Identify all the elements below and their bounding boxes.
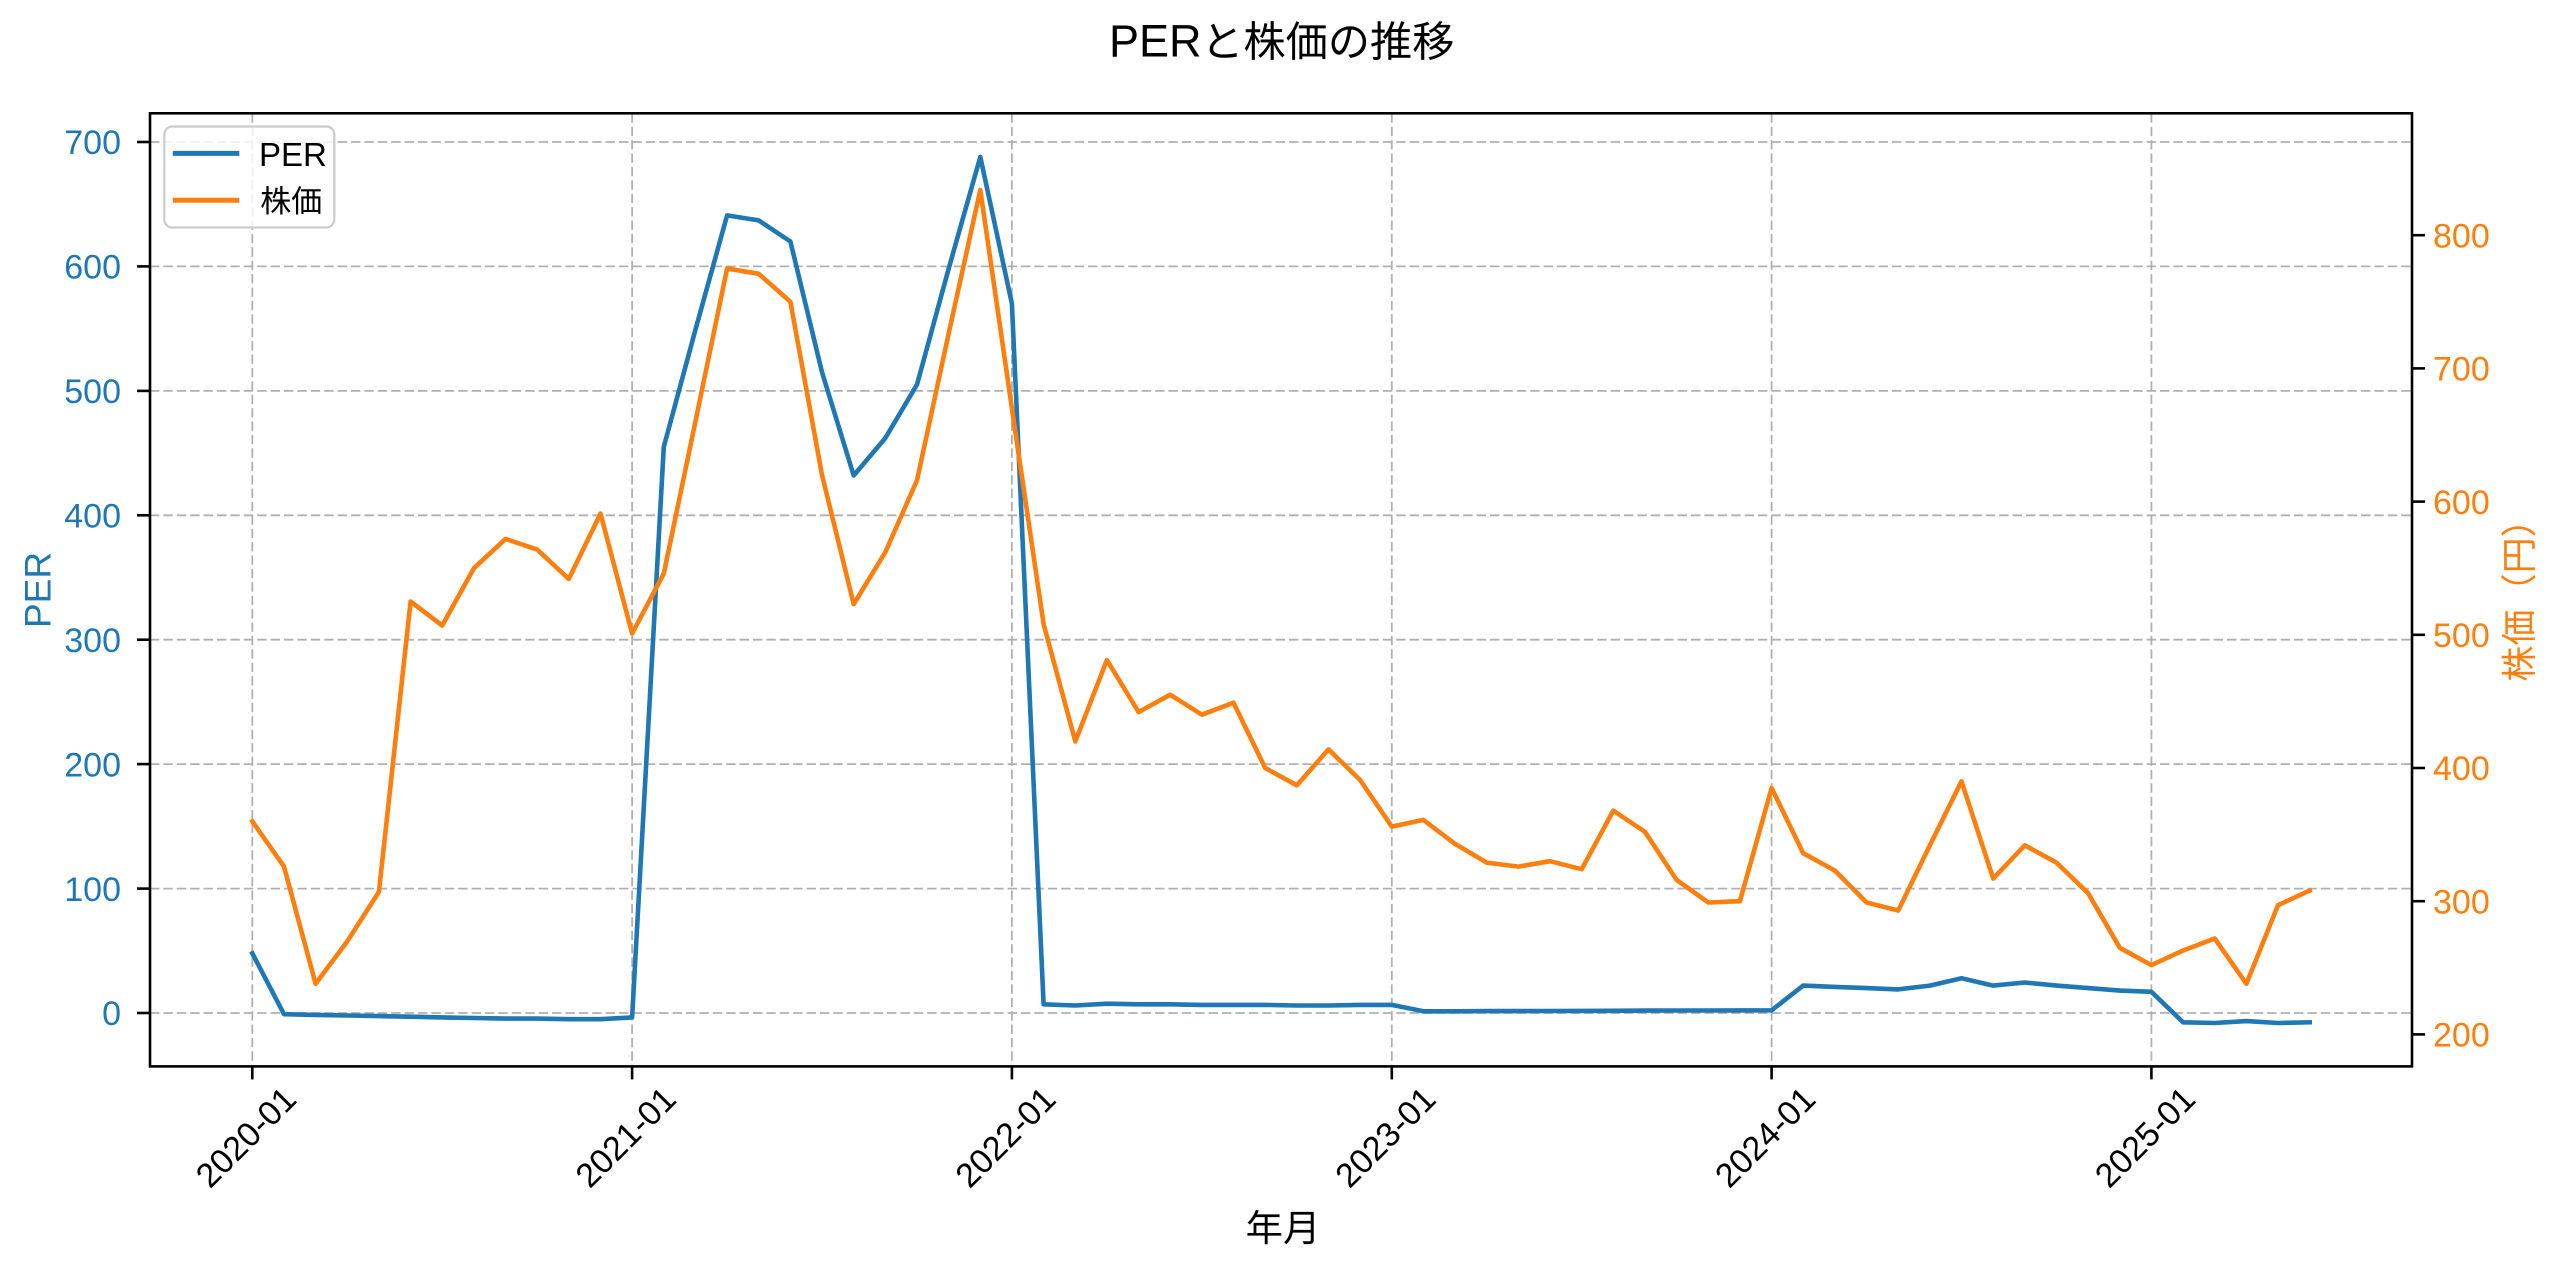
svg-text:PER: PER [259, 136, 327, 173]
svg-text:700: 700 [64, 124, 121, 162]
svg-text:400: 400 [2433, 750, 2490, 788]
svg-text:600: 600 [2433, 484, 2490, 522]
svg-text:700: 700 [2433, 351, 2490, 389]
svg-text:PER: PER [1109, 16, 1202, 67]
svg-text:400: 400 [64, 498, 121, 536]
svg-text:500: 500 [64, 373, 121, 411]
svg-text:300: 300 [64, 622, 121, 660]
svg-text:600: 600 [64, 249, 121, 287]
svg-text:300: 300 [2433, 883, 2490, 921]
svg-text:PER: PER [17, 552, 58, 628]
svg-text:800: 800 [2433, 217, 2490, 255]
svg-text:500: 500 [2433, 617, 2490, 655]
svg-text:200: 200 [64, 746, 121, 784]
svg-text:100: 100 [64, 871, 121, 909]
svg-text:200: 200 [2433, 1017, 2490, 1055]
svg-text:0: 0 [102, 995, 121, 1033]
